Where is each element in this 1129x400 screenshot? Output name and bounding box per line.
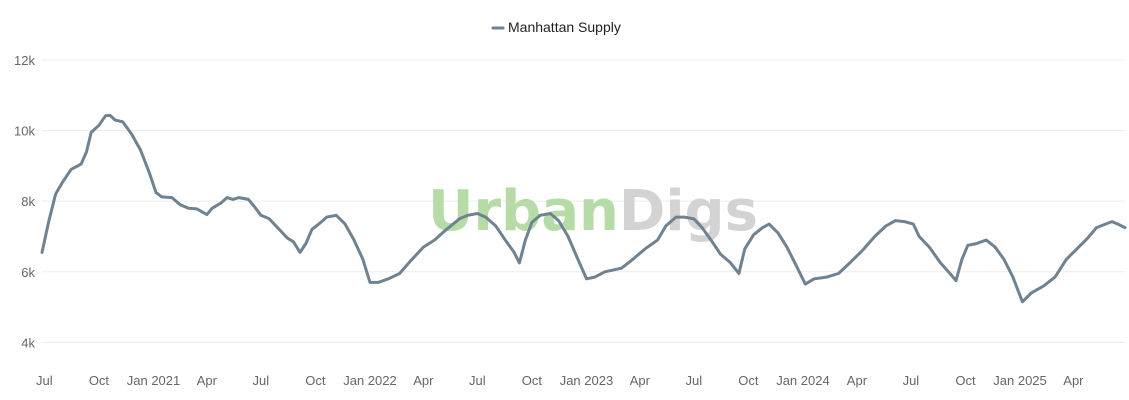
watermark-urban: Urban: [428, 179, 619, 244]
watermark-logo: UrbanDigs: [428, 179, 758, 244]
x-tick-label: Apr: [197, 373, 218, 388]
y-tick-label: 12k: [14, 53, 35, 68]
watermark: UrbanDigs: [428, 179, 758, 244]
y-tick-label: 10k: [14, 124, 35, 139]
series-layer: [40, 113, 1127, 304]
y-tick-label: 4k: [21, 335, 35, 350]
legend[interactable]: Manhattan Supply: [491, 19, 621, 35]
x-tick-label: Apr: [847, 373, 868, 388]
y-tick-label: 8k: [21, 194, 35, 209]
x-tick-label: Jul: [469, 373, 486, 388]
x-tick-label: Jul: [686, 373, 703, 388]
x-tick-label: Apr: [1063, 373, 1084, 388]
y-tick-label: 6k: [21, 265, 35, 280]
x-tick-label: Jul: [903, 373, 920, 388]
x-axis: Jul Oct Jan 2021 Apr Jul Oct Jan 2022 Apr Jul Oct…: [36, 373, 1084, 388]
x-tick-label: Apr: [413, 373, 434, 388]
watermark-digs: Digs: [619, 179, 758, 244]
series-line: [40, 113, 1127, 304]
x-tick-label: Oct: [89, 373, 110, 388]
y-axis: 4k 6k 8k 10k 12k: [14, 53, 35, 350]
x-tick-label: Oct: [305, 373, 326, 388]
x-tick-label: Jan 2025: [993, 373, 1047, 388]
x-tick-label: Jan 2022: [343, 373, 397, 388]
x-tick-label: Jul: [36, 373, 53, 388]
x-tick-label: Jan 2023: [560, 373, 614, 388]
x-tick-label: Oct: [738, 373, 759, 388]
x-tick-label: Oct: [955, 373, 976, 388]
x-tick-label: Apr: [630, 373, 651, 388]
legend-label: Manhattan Supply: [508, 19, 621, 35]
x-tick-label: Jan 2024: [776, 373, 830, 388]
x-tick-label: Jul: [253, 373, 270, 388]
x-tick-label: Oct: [522, 373, 543, 388]
x-tick-label: Jan 2021: [127, 373, 181, 388]
